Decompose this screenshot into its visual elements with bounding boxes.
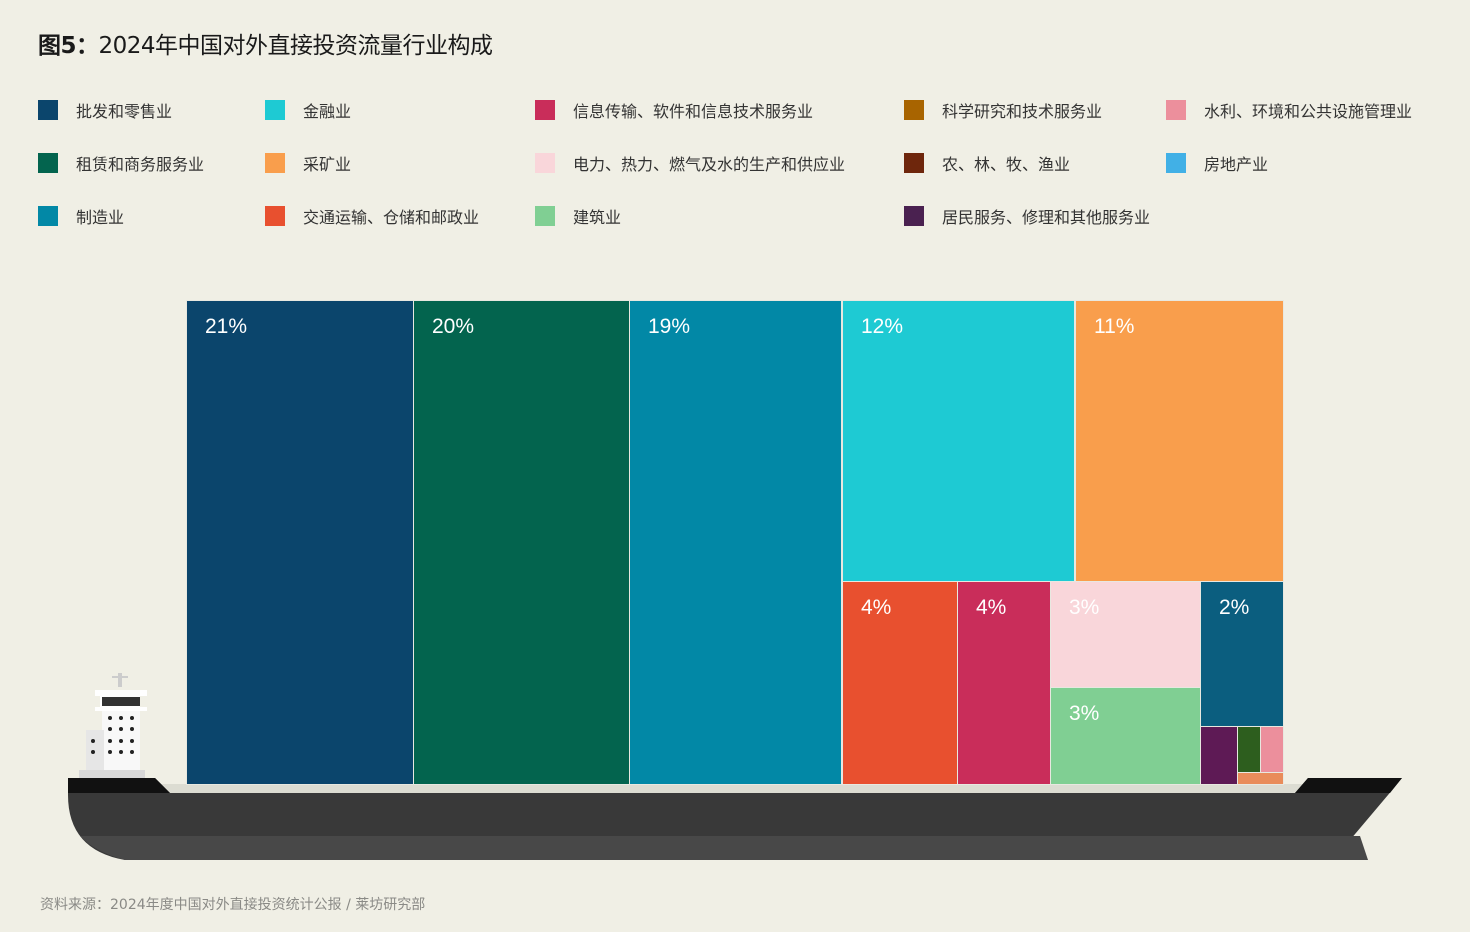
- ship-bridge-icon: [79, 673, 147, 778]
- legend-swatch: [535, 206, 555, 226]
- cell-value-label: 11%: [1094, 315, 1135, 338]
- treemap-cell: 4%: [957, 581, 1051, 785]
- legend-item: 房地产业: [1166, 151, 1268, 175]
- treemap-cell: 21%: [186, 300, 414, 785]
- legend-item: 农、林、牧、渔业: [904, 151, 1070, 175]
- legend-swatch: [1166, 100, 1186, 120]
- legend-label: 信息传输、软件和信息技术服务业: [573, 102, 814, 121]
- legend-swatch: [1166, 153, 1186, 173]
- treemap-cell: [1200, 726, 1238, 785]
- legend-item: 制造业: [38, 204, 124, 228]
- treemap-cell: [1260, 726, 1284, 773]
- cell-value-label: 20%: [432, 315, 475, 338]
- legend-swatch: [38, 153, 58, 173]
- legend-label: 居民服务、修理和其他服务业: [942, 208, 1151, 227]
- cell-value-label: 12%: [861, 315, 904, 338]
- treemap-cell: 3%: [1050, 687, 1201, 785]
- cell-value-label: 19%: [648, 315, 691, 338]
- legend-swatch: [535, 100, 555, 120]
- legend-item: 电力、热力、燃气及水的生产和供应业: [535, 151, 845, 175]
- legend-label: 电力、热力、燃气及水的生产和供应业: [573, 155, 846, 174]
- legend-swatch: [904, 206, 924, 226]
- legend-swatch: [904, 100, 924, 120]
- legend-label: 采矿业: [303, 155, 352, 174]
- treemap-cell: [1237, 726, 1261, 773]
- treemap-cell: 2%: [1200, 581, 1284, 727]
- legend-swatch: [38, 206, 58, 226]
- chart-title: 图5：2024年中国对外直接投资流量行业构成: [38, 26, 493, 60]
- treemap-cell: 12%: [842, 300, 1075, 582]
- legend-label: 批发和零售业: [76, 102, 173, 121]
- treemap-cell: 20%: [413, 300, 630, 785]
- legend-swatch: [265, 153, 285, 173]
- legend-label: 农、林、牧、渔业: [942, 155, 1071, 174]
- legend-label: 建筑业: [573, 208, 622, 227]
- legend-item: 科学研究和技术服务业: [904, 98, 1102, 122]
- legend-swatch: [38, 100, 58, 120]
- legend-swatch: [904, 153, 924, 173]
- legend-label: 租赁和商务服务业: [76, 155, 205, 174]
- treemap-cell: 3%: [1050, 581, 1201, 688]
- legend-item: 租赁和商务服务业: [38, 151, 204, 175]
- source-note: 资料来源：2024年度中国对外直接投资统计公报 / 莱坊研究部: [40, 897, 426, 913]
- cell-value-label: 2%: [1219, 596, 1250, 619]
- legend-label: 交通运输、仓储和邮政业: [303, 208, 480, 227]
- title-text: 2024年中国对外直接投资流量行业构成: [98, 33, 494, 59]
- legend-label: 房地产业: [1204, 155, 1269, 174]
- legend-label: 科学研究和技术服务业: [942, 102, 1103, 121]
- cell-value-label: 3%: [1069, 702, 1100, 725]
- legend-swatch: [265, 206, 285, 226]
- legend-label: 制造业: [76, 208, 125, 227]
- cell-value-label: 21%: [205, 315, 248, 338]
- legend-item: 采矿业: [265, 151, 351, 175]
- treemap-cell: 4%: [842, 581, 958, 785]
- title-prefix: 图5：: [38, 33, 99, 59]
- treemap-cell: 11%: [1075, 300, 1284, 582]
- cell-value-label: 4%: [976, 596, 1007, 619]
- legend-item: 信息传输、软件和信息技术服务业: [535, 98, 813, 122]
- legend-item: 金融业: [265, 98, 351, 122]
- legend-label: 水利、环境和公共设施管理业: [1204, 102, 1413, 121]
- cell-value-label: 4%: [861, 596, 892, 619]
- treemap-cell: 19%: [629, 300, 842, 785]
- legend-item: 建筑业: [535, 204, 621, 228]
- legend-swatch: [535, 153, 555, 173]
- cell-value-label: 3%: [1069, 596, 1100, 619]
- legend-swatch: [265, 100, 285, 120]
- legend-item: 批发和零售业: [38, 98, 172, 122]
- legend-item: 居民服务、修理和其他服务业: [904, 204, 1150, 228]
- legend-item: 交通运输、仓储和邮政业: [265, 204, 479, 228]
- legend-item: 水利、环境和公共设施管理业: [1166, 98, 1412, 122]
- legend-label: 金融业: [303, 102, 352, 121]
- treemap-cell: [1237, 772, 1284, 785]
